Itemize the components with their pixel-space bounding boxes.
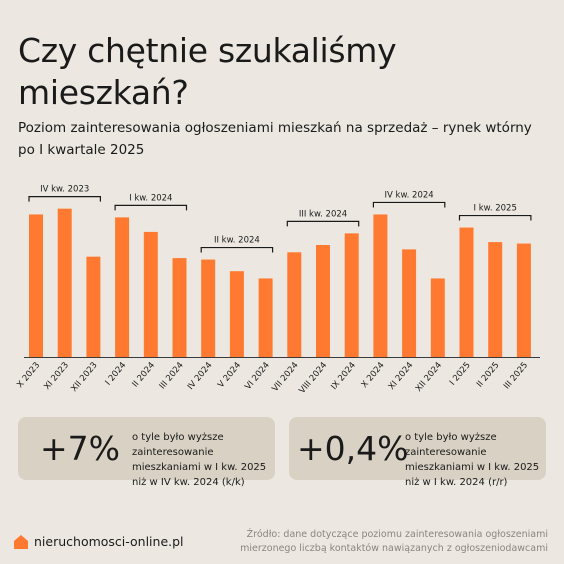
quarter-label: I kw. 2025: [474, 204, 517, 214]
bar-15: [430, 278, 445, 357]
x-tick-label: VI 2024: [243, 361, 272, 392]
bar-4: [115, 217, 130, 357]
x-tick-label: XII 2023: [69, 361, 99, 394]
x-tick-label: XII 2024: [414, 361, 444, 394]
stat-value-qoq: +7%: [40, 429, 121, 468]
x-tick-label: XI 2023: [42, 361, 71, 392]
quarter-label: I kw. 2024: [129, 193, 172, 203]
stat-desc-qoq: o tyle było wyższe zainteresowanie miesz…: [132, 432, 267, 488]
quarter-bracket: [114, 204, 188, 211]
quarter-label: III kw. 2024: [299, 209, 347, 219]
bar-2: [57, 208, 72, 357]
bar-16: [459, 227, 474, 357]
bar-11: [316, 245, 330, 357]
x-tick-label: I 2024: [103, 361, 128, 388]
stat-card-qoq: +7% o tyle było wyższe zainteresowanie m…: [18, 417, 275, 488]
house-icon: [14, 534, 28, 549]
quarter-label: IV kw. 2023: [40, 185, 89, 195]
stat-value-yoy: +0,4%: [297, 429, 409, 468]
bar-5: [143, 231, 158, 357]
bar-14: [402, 249, 417, 357]
stat-desc-yoy: o tyle było wyższe zainteresowanie miesz…: [405, 432, 540, 488]
x-tick-label: II 2024: [131, 361, 158, 390]
bar-6: [172, 258, 187, 357]
x-tick-label: III 2025: [502, 361, 530, 392]
x-tick-label: XI 2024: [387, 361, 416, 392]
bar-8: [229, 271, 244, 357]
brand-logo[interactable]: nieruchomosci-online.pl: [14, 534, 184, 549]
quarter-bracket: [200, 246, 274, 253]
x-tick-label: VIII 2024: [297, 361, 329, 396]
page-title: Czy chętnie szukaliśmy mieszkań?: [18, 31, 397, 112]
x-tick-label: IV 2024: [186, 361, 215, 392]
quarter-bracket: [372, 201, 446, 208]
quarter-bracket: [458, 214, 532, 221]
x-tick-label: II 2025: [475, 361, 502, 390]
bar-17: [488, 242, 503, 357]
x-tick-label: IX 2024: [329, 361, 358, 392]
quarter-label: II kw. 2024: [214, 236, 260, 246]
page-subtitle: Poziom zainteresowania ogłoszeniami mies…: [18, 120, 532, 158]
x-tick-label: III 2024: [158, 361, 186, 392]
quarter-bracket: [28, 196, 101, 202]
bar-18: [516, 243, 531, 357]
bar-13: [373, 214, 388, 357]
bar-7: [201, 259, 216, 357]
stat-card-yoy: +0,4% o tyle było wyższe zainteresowanie…: [289, 417, 546, 488]
bar-9: [258, 278, 273, 357]
source-note: Źródło: dane dotyczące poziomu zainteres…: [240, 529, 548, 554]
quarter-bracket: [286, 220, 360, 227]
x-tick-label: X 2023: [15, 361, 42, 391]
x-tick-label: V 2024: [216, 361, 243, 391]
brand-logo-text: nieruchomosci-online.pl: [34, 534, 184, 549]
bar-1: [29, 214, 43, 357]
bar-3: [86, 256, 101, 357]
quarter-label: IV kw. 2024: [385, 190, 434, 200]
x-tick-label: I 2025: [448, 361, 473, 388]
x-tick-label: X 2024: [360, 361, 387, 391]
bar-12: [344, 233, 359, 357]
x-tick-label: VII 2024: [270, 361, 300, 394]
bar-10: [287, 252, 302, 357]
